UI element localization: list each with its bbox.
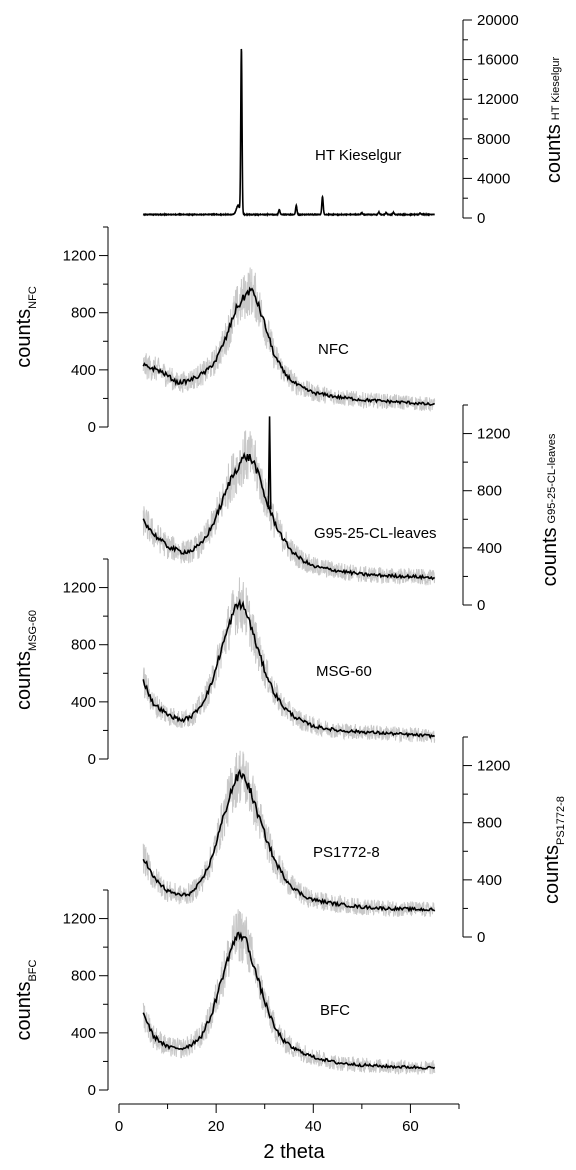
y-tick-label-bfc: 800: [71, 968, 96, 985]
y-tick-label-msg-60: 0: [88, 751, 96, 768]
raw-trace-bfc: [142, 909, 436, 1075]
y-tick-label-ps1772-8: 0: [477, 929, 485, 946]
y-tick-label-nfc: 400: [71, 362, 96, 379]
y-tick-label-bfc: 400: [71, 1025, 96, 1042]
y-tick-label-g95-25-cl-leaves: 800: [477, 483, 502, 500]
y-tick-label-nfc: 1200: [63, 248, 96, 265]
y-axis-title-bfc: countsBFC: [13, 959, 39, 1040]
x-tick-label: 20: [208, 1118, 225, 1135]
raw-trace-ps1772-8: [142, 750, 436, 918]
y-tick-label-msg-60: 800: [71, 637, 96, 654]
y-tick-label-g95-25-cl-leaves: 0: [477, 597, 485, 614]
y-axis-title-sub: BFC: [27, 959, 39, 981]
panel-ht-kieselgur: 0 4000 8000 12000 16000 20000 counts HT Kieselg…: [142, 12, 565, 227]
y-tick-label-ht-kieselgur: 0: [477, 210, 485, 227]
y-axis-title-main: counts: [13, 651, 35, 710]
y-tick-label-bfc: 0: [88, 1082, 96, 1099]
sample-label-ps1772-8: PS1772-8: [313, 844, 380, 861]
y-tick-label-ht-kieselgur: 16000: [477, 52, 519, 69]
sample-label-msg-60: MSG-60: [316, 663, 372, 680]
y-axis-title-sub: HT Kieselgur: [550, 57, 562, 121]
panel-g95-25-cl-leaves: 0 400 800 1200 counts G95-25-CL-leaves G95-25-…: [142, 404, 561, 614]
spike-g95-25-cl-leaves: [267, 416, 272, 510]
y-tick-label-msg-60: 400: [71, 694, 96, 711]
sample-label-nfc: NFC: [318, 341, 349, 358]
y-axis-title-main: counts: [13, 982, 35, 1041]
y-tick-label-ht-kieselgur: 4000: [477, 170, 510, 187]
x-tick-label: 60: [402, 1118, 419, 1135]
y-tick-label-ht-kieselgur: 8000: [477, 131, 510, 148]
y-tick-label-bfc: 1200: [63, 911, 96, 928]
smoothed-trace-bfc: [142, 931, 436, 1070]
smoothed-trace-g95-25-cl-leaves: [142, 451, 435, 581]
y-tick-label-nfc: 0: [88, 419, 96, 436]
raw-trace-g95-25-cl-leaves: [142, 430, 436, 586]
y-axis-title-nfc: countsNFC: [13, 286, 39, 368]
y-axis-title-ps1772-8: countsPS1772-8: [541, 796, 567, 904]
y-axis-title-main: counts: [13, 309, 35, 368]
y-axis-title-ht-kieselgur: counts HT Kieselgur: [543, 57, 565, 184]
y-tick-label-ps1772-8: 1200: [477, 758, 510, 775]
y-tick-label-ht-kieselgur: 12000: [477, 91, 519, 108]
y-axis-title-main: counts: [539, 527, 561, 586]
smoothed-trace-ps1772-8: [142, 768, 436, 913]
y-tick-label-ps1772-8: 400: [477, 872, 502, 889]
y-tick-label-g95-25-cl-leaves: 1200: [477, 426, 510, 443]
sample-label-ht-kieselgur: HT Kieselgur: [315, 147, 401, 164]
x-axis: 0 20 40 60 2 theta: [115, 1103, 460, 1163]
y-tick-label-nfc: 800: [71, 305, 96, 322]
raw-trace-nfc: [142, 267, 436, 412]
y-axis-title-main: counts: [543, 124, 565, 183]
y-axis-title-sub: MSG-60: [27, 610, 39, 651]
y-tick-label-ht-kieselgur: 20000: [477, 12, 519, 29]
sample-label-g95-25-cl-leaves: G95-25-CL-leaves: [314, 525, 437, 542]
y-tick-label-ps1772-8: 800: [477, 815, 502, 832]
y-tick-label-msg-60: 1200: [63, 580, 96, 597]
y-axis-title-g95-25-cl-leaves: counts G95-25-CL-leaves: [539, 433, 561, 586]
y-tick-label-g95-25-cl-leaves: 400: [477, 540, 502, 557]
smoothed-trace-nfc: [142, 286, 436, 407]
smoothed-trace-msg-60: [142, 598, 436, 740]
y-axis-title-msg-60: countsMSG-60: [13, 610, 39, 710]
sample-label-bfc: BFC: [320, 1002, 350, 1019]
y-axis-title-sub: PS1772-8: [555, 796, 567, 845]
y-axis-title-sub: G95-25-CL-leaves: [546, 433, 558, 523]
x-axis-title: 2 theta: [263, 1141, 325, 1163]
y-axis-title-main: counts: [541, 845, 563, 904]
x-tick-label: 0: [115, 1118, 123, 1135]
x-tick-label: 40: [305, 1118, 322, 1135]
y-axis-title-sub: NFC: [27, 286, 39, 309]
trace-ht-kieselgur: [142, 48, 435, 218]
